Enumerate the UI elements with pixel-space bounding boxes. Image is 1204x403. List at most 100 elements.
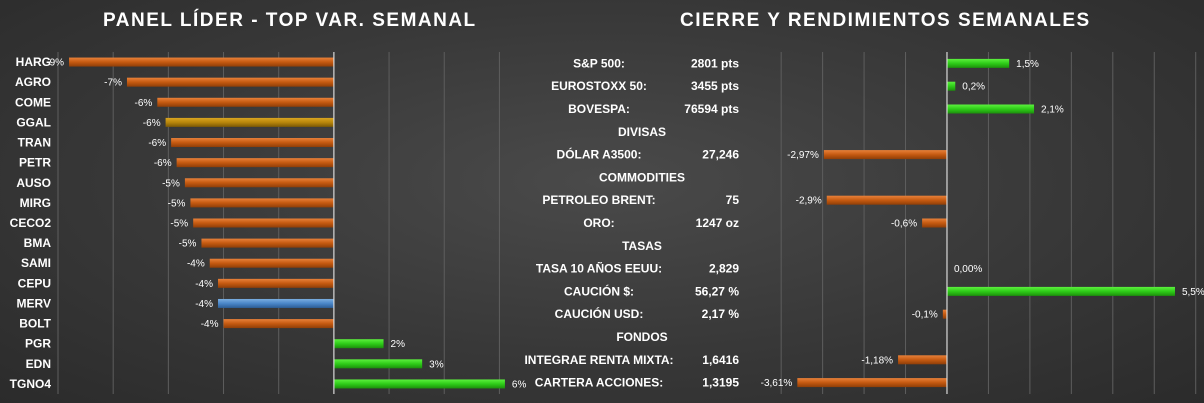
bar-merv [218,298,334,308]
bar-11 [942,309,947,319]
category-label: CEPU [18,276,51,290]
data-label: 0,00% [954,264,982,275]
data-label: -0,1% [912,310,938,321]
data-label: -1,18% [861,355,893,366]
bar-tran [171,138,334,148]
category-label: AUSO [16,176,51,190]
instrument-name: CARTERA ACCIONES: [535,376,663,390]
instrument-value: 75 [726,193,740,207]
data-label: -0,6% [891,219,917,230]
category-label: BMA [24,236,52,250]
data-label: -7% [104,78,122,89]
bar-cepu [218,278,334,288]
data-label: -3,61% [761,378,793,389]
bar-10 [946,286,1175,296]
instrument-name: DÓLAR A3500: [557,147,642,162]
category-label: PGR [25,337,51,351]
bar-2 [946,104,1035,114]
bar-ceco2 [193,218,334,228]
bar-auso [184,178,334,188]
data-label: -6% [154,158,172,169]
bar-0 [946,58,1010,68]
data-label: 2% [391,339,406,350]
data-label: 3% [429,359,444,370]
category-label: SAMI [21,256,51,270]
bar-13 [898,355,947,365]
category-label: COME [15,95,51,109]
bar-bma [201,238,334,248]
data-label: -5% [168,198,186,209]
bar-pgr [333,339,384,349]
instrument-value: 3455 pts [691,79,739,93]
section-header: COMMODITIES [599,170,685,184]
instrument-value: 1,6416 [702,353,739,367]
category-label: PETR [19,156,51,170]
instrument-value: 56,27 % [695,284,739,298]
data-label: -9% [46,58,64,69]
data-label: -2,9% [796,196,822,207]
bar-4 [823,150,947,160]
data-label: 5,5% [1182,287,1204,298]
instrument-name: EUROSTOXX 50: [551,79,647,93]
bar-petr [176,158,334,168]
category-label: EDN [26,357,51,371]
bar-ggal [165,117,334,127]
right-chart-title: CIERRE Y RENDIMIENTOS SEMANALES [680,10,1091,31]
data-label: 0,2% [962,82,985,93]
data-label: -5% [170,219,188,230]
instrument-name: ORO: [583,216,614,230]
bar-mirg [190,198,334,208]
bar-edn [333,359,423,369]
bar-1 [946,81,956,91]
bar-come [157,97,334,107]
data-label: 1,5% [1016,59,1039,70]
section-header: TASAS [622,239,662,253]
instrument-name: INTEGRAE RENTA MIXTA: [524,353,673,367]
bar-6 [826,195,947,205]
instrument-value: 27,246 [702,148,739,162]
bar-sami [209,258,334,268]
data-label: -6% [143,118,161,129]
instrument-value: 1247 oz [696,216,739,230]
instrument-name: CAUCIÓN $: [564,283,634,298]
left-chart-title: PANEL LÍDER - TOP VAR. SEMANAL [103,10,477,31]
instrument-name: S&P 500: [573,56,625,70]
instrument-value: 1,3195 [702,376,739,390]
instrument-name: BOVESPA: [568,102,630,116]
instrument-value: 2,829 [709,262,739,276]
data-label: -2,97% [787,150,819,161]
bar-tgno4 [333,379,505,389]
instrument-value: 76594 pts [684,102,739,116]
category-label: AGRO [15,75,51,89]
data-label: 6% [512,379,527,390]
data-label: -4% [195,299,213,310]
section-header: FONDOS [616,330,667,344]
data-label: -6% [135,98,153,109]
data-label: -6% [148,138,166,149]
data-label: -4% [187,259,205,270]
category-label: TGNO4 [10,377,52,391]
data-label: 2,1% [1041,105,1064,116]
data-label: -5% [179,239,197,250]
data-label: -5% [162,178,180,189]
category-label: GGAL [16,115,51,129]
category-label: TRAN [18,136,51,150]
bar-bolt [223,319,334,329]
section-header: DIVISAS [618,125,666,139]
category-label: MIRG [20,196,51,210]
category-label: MERV [17,296,51,310]
instrument-value: 2,17 % [702,307,740,321]
instrument-name: CAUCIÓN USD: [555,306,644,321]
data-label: -4% [201,319,219,330]
bar-agro [126,77,334,87]
bar-14 [797,378,947,388]
bar-harg [69,57,334,67]
data-label: -4% [195,279,213,290]
instrument-name: PETROLEO BRENT: [542,193,655,207]
instrument-name: TASA 10 AÑOS EEUU: [536,261,662,276]
category-label: CECO2 [10,216,52,230]
bar-7 [922,218,947,228]
category-label: HARG [16,55,51,69]
